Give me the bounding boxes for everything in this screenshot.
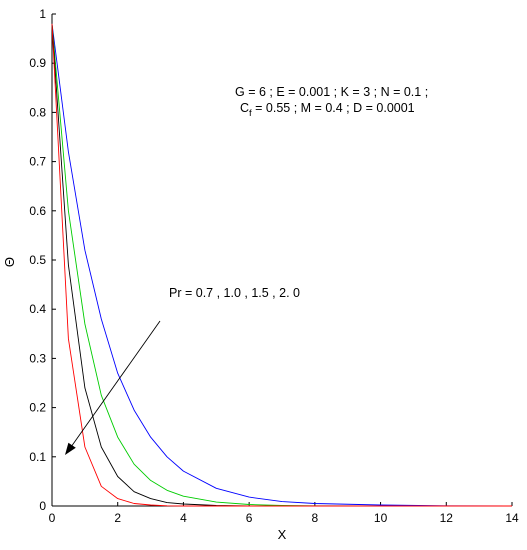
cf-symbol: C — [240, 101, 249, 115]
x-ticks: 0 2 4 6 8 10 12 14 — [49, 502, 519, 525]
x-tick-label: 2 — [114, 511, 121, 525]
x-tick-label: 12 — [440, 511, 454, 525]
y-tick-label: 0.6 — [29, 204, 46, 218]
x-axis-title: X — [278, 527, 287, 542]
y-axis-title: Θ — [2, 257, 17, 267]
y-tick-label: 1 — [39, 7, 46, 21]
x-tick-label: 4 — [180, 511, 187, 525]
x-tick-label: 0 — [49, 511, 56, 525]
x-tick-label: 8 — [312, 511, 319, 525]
parameters-line-2-rest: = 0.55 ; M = 0.4 ; D = 0.0001 — [252, 101, 415, 115]
y-tick-label: 0 — [39, 499, 46, 513]
pr-annotation: Pr = 0.7 , 1.0 , 1.5 , 2. 0 — [169, 286, 300, 300]
parameters-line-2: Cf = 0.55 ; M = 0.4 ; D = 0.0001 — [240, 101, 415, 119]
y-tick-label: 0.4 — [29, 302, 46, 316]
y-tick-label: 0.1 — [29, 450, 46, 464]
cf-subscript: f — [249, 108, 252, 119]
series-line — [51, 23, 513, 507]
y-tick-label: 0.8 — [29, 105, 46, 119]
y-tick-label: 0.3 — [29, 351, 46, 365]
y-ticks: 0 0.1 0.2 0.3 0.4 0.5 0.6 0.7 0.8 0.9 1 — [29, 7, 56, 513]
series-group — [51, 23, 513, 507]
pr-arrow-line — [70, 320, 161, 448]
parameters-line-1: G = 6 ; E = 0.001 ; K = 3 ; N = 0.1 ; — [235, 85, 428, 99]
x-tick-label: 10 — [374, 511, 388, 525]
x-tick-label: 14 — [505, 511, 519, 525]
y-tick-label: 0.9 — [29, 56, 46, 70]
y-tick-label: 0.7 — [29, 155, 46, 169]
x-tick-label: 6 — [246, 511, 253, 525]
plot-area: 0 2 4 6 8 10 12 14 0 0.1 0.2 0.3 0.4 0.5 0.6 0.7 0.8 0.9… — [29, 7, 519, 525]
y-tick-label: 0.5 — [29, 253, 46, 267]
y-tick-label: 0.2 — [29, 401, 46, 415]
pr-arrow-head — [65, 442, 76, 455]
series-line — [51, 23, 512, 507]
